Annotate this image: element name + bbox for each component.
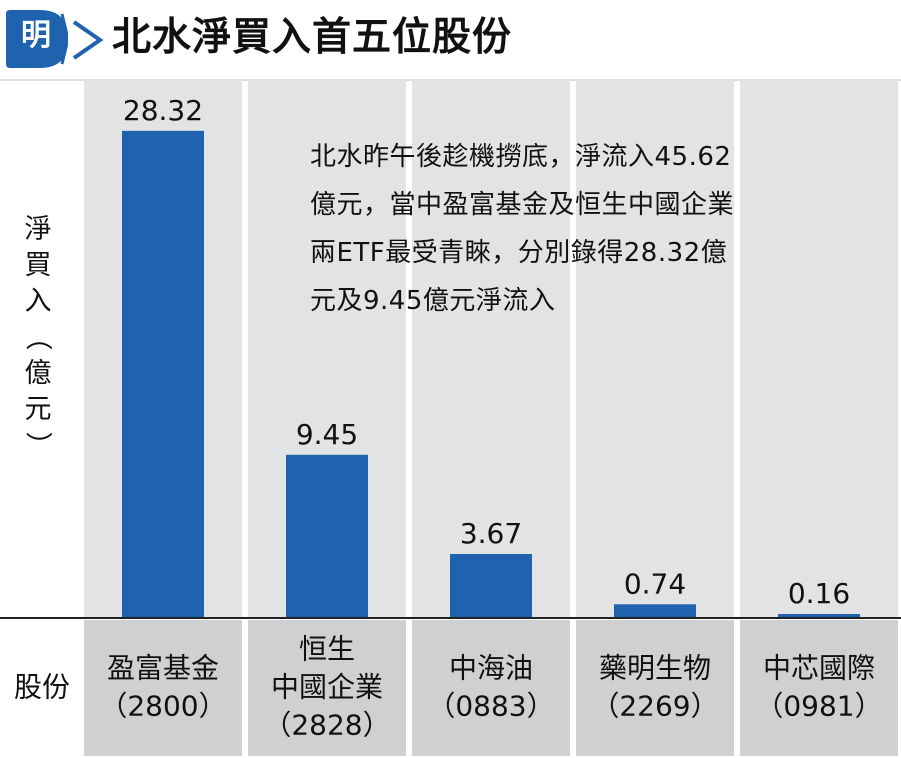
annotation-line: 兩ETF最受青睞，分別錄得28.32億 <box>310 238 728 268</box>
bar <box>122 130 204 617</box>
category-tick-label: （0981） <box>755 690 882 723</box>
bar <box>778 614 860 617</box>
category-band <box>740 620 898 756</box>
category-tick-label: 恒生 <box>299 633 355 666</box>
page-title: 北水淨買入首五位股份 <box>112 15 513 60</box>
y-axis-label: 元 <box>25 394 52 425</box>
category-band <box>84 620 242 756</box>
column-band <box>576 80 734 617</box>
data-label: 0.74 <box>624 567 686 600</box>
category-tick-label: 盈富基金 <box>107 652 219 685</box>
bar <box>614 604 696 617</box>
category-tick-label: （2269） <box>591 690 718 723</box>
y-axis-label: 買 <box>25 250 52 281</box>
annotation-line: 北水昨午後趁機撈底，淨流入45.62 <box>310 142 732 172</box>
newspaper-logo-badge <box>6 10 68 68</box>
category-tick-label: （2828） <box>263 709 390 742</box>
chevron-right-icon <box>72 20 104 60</box>
y-axis-label: 淨 <box>25 214 52 245</box>
data-label: 28.32 <box>123 94 203 127</box>
annotation-line: 億元，當中盈富基金及恒生中國企業 <box>310 190 735 220</box>
x-axis-label: 股份 <box>14 671 70 704</box>
category-tick-label: （2800） <box>99 690 226 723</box>
column-band <box>740 80 898 617</box>
y-axis-label: ） <box>22 432 53 459</box>
data-label: 9.45 <box>296 418 358 451</box>
y-axis-label: （ <box>22 324 53 351</box>
category-tick-label: 藥明生物 <box>599 652 711 685</box>
category-band <box>576 620 734 756</box>
chart-annotation: 北水昨午後趁機撈底，淨流入45.62 億元，當中盈富基金及恒生中國企業 兩ETF… <box>310 133 880 325</box>
y-axis-label: 億 <box>25 358 52 389</box>
bar <box>286 454 368 617</box>
header: 明 北水淨買入首五位股份 <box>0 0 901 80</box>
column-band <box>412 80 570 617</box>
category-tick-label: 中國企業 <box>271 671 383 704</box>
category-tick-label: （0883） <box>427 690 554 723</box>
category-tick-label: 中海油 <box>449 652 533 685</box>
category-band <box>248 620 406 756</box>
category-tick-label: 中芯國際 <box>763 652 875 685</box>
annotation-line: 元及9.45億元淨流入 <box>310 286 556 316</box>
category-band <box>412 620 570 756</box>
y-axis-label: 入 <box>25 286 52 317</box>
logo-text: 明 <box>21 18 51 53</box>
data-label: 0.16 <box>788 577 850 610</box>
data-label: 3.67 <box>460 517 522 550</box>
bar <box>450 553 532 617</box>
